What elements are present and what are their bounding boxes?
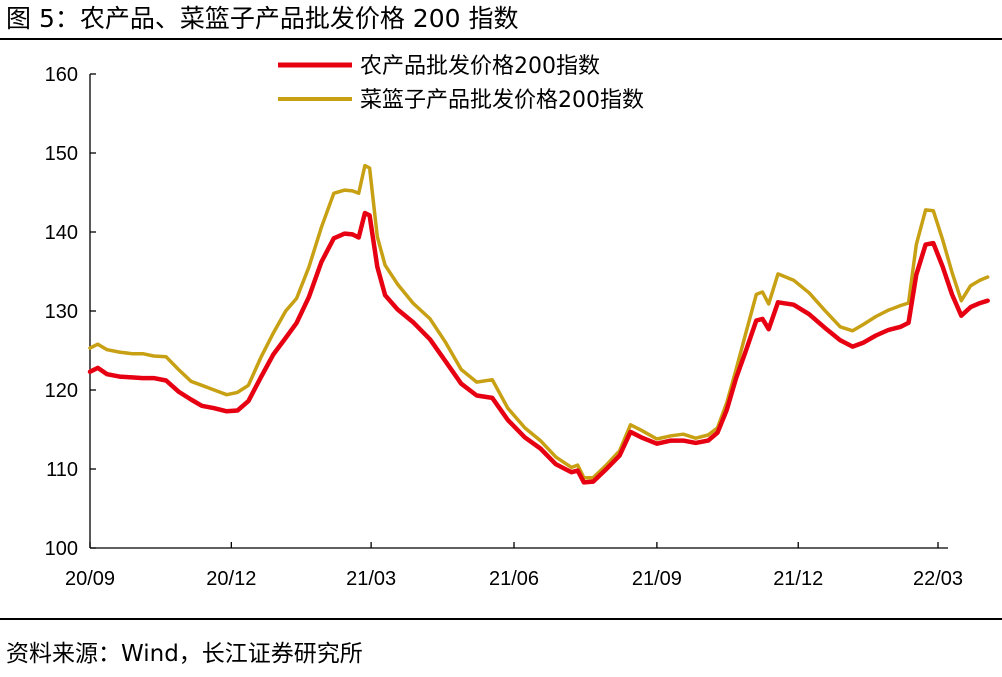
- figure-title: 图 5：农产品、菜篮子产品批发价格 200 指数: [6, 4, 519, 33]
- chart-axes: 100 110 120 130 140 150 160 20/09 20/12 21/03 21/0…: [45, 64, 963, 590]
- x-tick-label: 21/06: [489, 568, 539, 590]
- y-tick-label: 120: [45, 380, 78, 402]
- y-tick-label: 140: [45, 222, 78, 244]
- y-tick-label: 160: [45, 64, 78, 86]
- top-divider: [0, 38, 1002, 40]
- bottom-divider: [0, 618, 1002, 620]
- x-tick-label: 20/09: [65, 568, 115, 590]
- source-note: 资料来源：Wind，长江证券研究所: [6, 641, 363, 667]
- chart-lines: [87, 163, 990, 485]
- y-tick-label: 100: [45, 538, 78, 560]
- y-tick-label: 110: [46, 459, 78, 481]
- x-tick-label: 21/12: [773, 568, 823, 590]
- x-tick-label: 20/12: [206, 568, 256, 590]
- series-line-1: [87, 210, 990, 485]
- y-tick-label: 130: [45, 301, 78, 323]
- x-tick-label: 21/09: [632, 568, 682, 590]
- line-chart: 100 110 120 130 140 150 160 20/09 20/12 21/03 21/0…: [45, 54, 990, 590]
- y-tick-label: 150: [45, 143, 78, 165]
- x-tick-label: 21/03: [346, 568, 396, 590]
- x-tick-label: 22/03: [913, 568, 963, 590]
- legend-label-1: 农产品批发价格200指数: [360, 54, 600, 79]
- series-line-2: [88, 163, 990, 480]
- legend-label-2: 菜篮子产品批发价格200指数: [360, 88, 644, 113]
